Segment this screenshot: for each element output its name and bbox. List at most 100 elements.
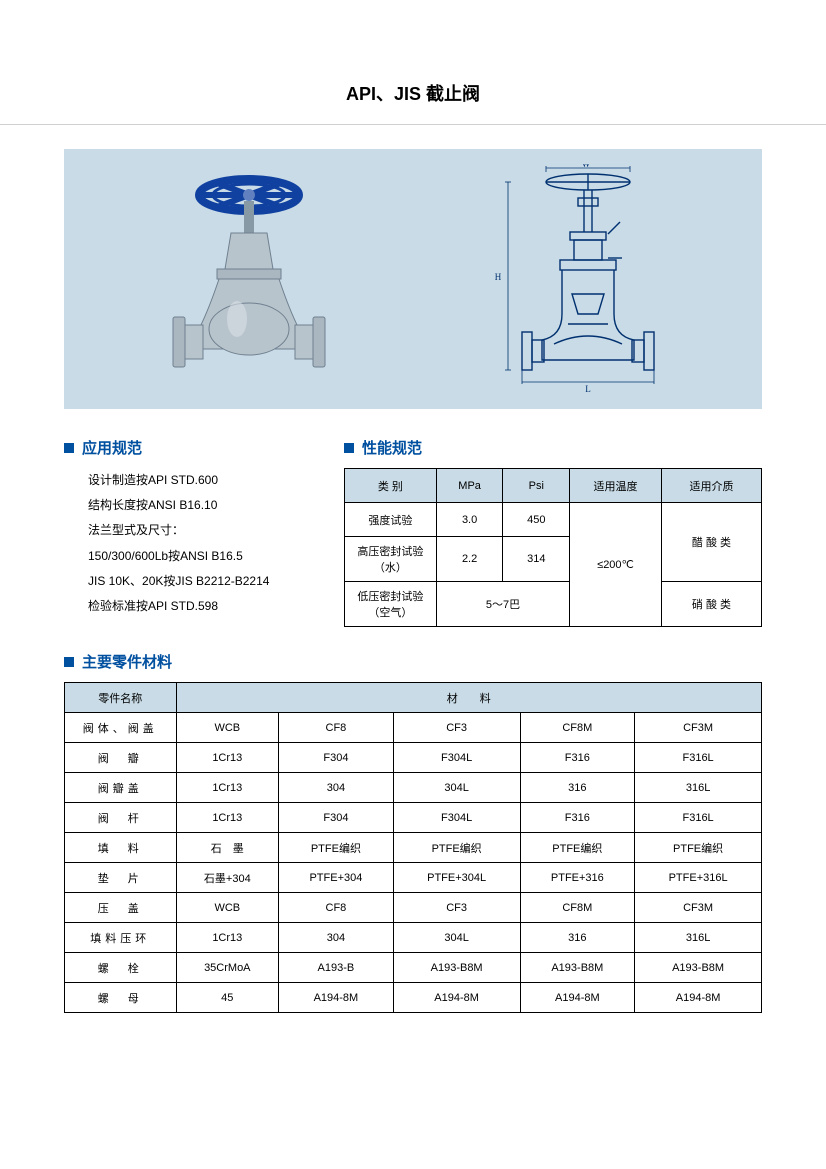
mat-cell: 316 <box>520 923 635 953</box>
perf-th: MPa <box>436 469 503 503</box>
perf-cell: 低压密封试验 （空气） <box>345 582 437 627</box>
mat-cell: F316L <box>635 743 762 773</box>
application-list: 设计制造按API STD.600 结构长度按ANSI B16.10 法兰型式及尺… <box>64 468 304 619</box>
mat-cell: 316L <box>635 773 762 803</box>
perf-cell: 高压密封试验 （水） <box>345 537 437 582</box>
mat-cell: 1Cr13 <box>176 743 279 773</box>
perf-cell: 3.0 <box>436 503 503 537</box>
specs-row: 应用规范 设计制造按API STD.600 结构长度按ANSI B16.10 法… <box>64 437 762 627</box>
mat-cell: 304 <box>279 923 394 953</box>
spec-item: 设计制造按API STD.600 <box>88 468 304 493</box>
mat-cell: A193-B8M <box>635 953 762 983</box>
perf-cell: 强度试验 <box>345 503 437 537</box>
mat-part-name: 填 料 <box>65 833 177 863</box>
mat-cell: 45 <box>176 983 279 1013</box>
mat-cell: PTFE编织 <box>635 833 762 863</box>
mat-cell: A194-8M <box>520 983 635 1013</box>
perf-cell: 硝 酸 类 <box>661 582 761 627</box>
mat-cell: A193-B8M <box>393 953 520 983</box>
mat-part-name: 螺 栓 <box>65 953 177 983</box>
mat-cell: A193-B8M <box>520 953 635 983</box>
mat-part-name: 阀体、阀盖 <box>65 713 177 743</box>
mat-cell: F304 <box>279 803 394 833</box>
divider <box>0 124 826 125</box>
mat-cell: PTFE+316L <box>635 863 762 893</box>
dim-l-label: L <box>585 384 591 394</box>
mat-cell: 石墨+304 <box>176 863 279 893</box>
valve-photo <box>134 164 364 394</box>
mat-cell: F304 <box>279 743 394 773</box>
mat-cell: PTFE+304L <box>393 863 520 893</box>
materials-table: 零件名称 材 料 阀体、阀盖WCBCF8CF3CF8MCF3M阀 瓣1Cr13F… <box>64 682 762 1013</box>
mat-cell: CF3M <box>635 713 762 743</box>
perf-cell: 5～7巴 <box>436 582 569 627</box>
dim-w-label: W <box>581 164 590 169</box>
bullet-icon <box>344 443 354 453</box>
mat-part-name: 阀 杆 <box>65 803 177 833</box>
mat-cell: F316L <box>635 803 762 833</box>
perf-th: Psi <box>503 469 570 503</box>
perf-cell: 450 <box>503 503 570 537</box>
mat-part-name: 螺 母 <box>65 983 177 1013</box>
mat-cell: F304L <box>393 743 520 773</box>
mat-cell: CF8M <box>520 713 635 743</box>
perf-cell: ≤200℃ <box>570 503 662 627</box>
mat-cell: PTFE+316 <box>520 863 635 893</box>
mat-cell: PTFE+304 <box>279 863 394 893</box>
mat-cell: WCB <box>176 893 279 923</box>
spec-item: 结构长度按ANSI B16.10 <box>88 493 304 518</box>
mat-cell: A193-B <box>279 953 394 983</box>
performance-section: 性能规范 类 别 MPa Psi 适用温度 适用介质 强度试验 3.0 450 … <box>344 437 762 627</box>
performance-table: 类 别 MPa Psi 适用温度 适用介质 强度试验 3.0 450 ≤200℃… <box>344 468 762 627</box>
mat-cell: F304L <box>393 803 520 833</box>
hero-panel: W H L <box>64 149 762 409</box>
dim-h-label: H <box>494 272 501 282</box>
perf-cell: 2.2 <box>436 537 503 582</box>
mat-cell: CF3 <box>393 713 520 743</box>
mat-cell: 1Cr13 <box>176 803 279 833</box>
spec-item: 150/300/600Lb按ANSI B16.5 <box>88 544 304 569</box>
mat-cell: A194-8M <box>635 983 762 1013</box>
perf-th: 适用介质 <box>661 469 761 503</box>
perf-cell: 醋 酸 类 <box>661 503 761 582</box>
mat-part-name: 阀瓣盖 <box>65 773 177 803</box>
mat-cell: CF8 <box>279 713 394 743</box>
perf-cell: 314 <box>503 537 570 582</box>
mat-cell: A194-8M <box>279 983 394 1013</box>
mat-cell: CF8 <box>279 893 394 923</box>
application-section: 应用规范 设计制造按API STD.600 结构长度按ANSI B16.10 法… <box>64 437 304 627</box>
bullet-icon <box>64 443 74 453</box>
performance-title: 性能规范 <box>362 437 422 458</box>
mat-cell: 304L <box>393 773 520 803</box>
mat-part-name: 阀 瓣 <box>65 743 177 773</box>
mat-cell: CF8M <box>520 893 635 923</box>
spec-item: 法兰型式及尺寸： <box>88 518 304 543</box>
mat-th: 材 料 <box>176 683 761 713</box>
mat-cell: 35CrMoA <box>176 953 279 983</box>
mat-cell: CF3 <box>393 893 520 923</box>
mat-cell: 304L <box>393 923 520 953</box>
valve-diagram: W H L <box>463 164 693 394</box>
mat-cell: WCB <box>176 713 279 743</box>
bullet-icon <box>64 657 74 667</box>
perf-th: 适用温度 <box>570 469 662 503</box>
mat-cell: CF3M <box>635 893 762 923</box>
mat-cell: 1Cr13 <box>176 773 279 803</box>
spec-item: 检验标准按API STD.598 <box>88 594 304 619</box>
mat-part-name: 填料压环 <box>65 923 177 953</box>
mat-cell: F316 <box>520 803 635 833</box>
mat-cell: 304 <box>279 773 394 803</box>
spec-item: JIS 10K、20K按JIS B2212-B2214 <box>88 569 304 594</box>
mat-cell: 316L <box>635 923 762 953</box>
mat-cell: 石 墨 <box>176 833 279 863</box>
mat-part-name: 垫 片 <box>65 863 177 893</box>
mat-cell: PTFE编织 <box>279 833 394 863</box>
mat-cell: A194-8M <box>393 983 520 1013</box>
mat-cell: 1Cr13 <box>176 923 279 953</box>
mat-th: 零件名称 <box>65 683 177 713</box>
application-title: 应用规范 <box>82 437 142 458</box>
page-title: API、JIS 截止阀 <box>0 0 826 124</box>
mat-cell: PTFE编织 <box>520 833 635 863</box>
content-area: W H L 应用规范 设计制造按API STD.600 结构长度按ANSI B1… <box>0 149 826 1013</box>
mat-cell: F316 <box>520 743 635 773</box>
